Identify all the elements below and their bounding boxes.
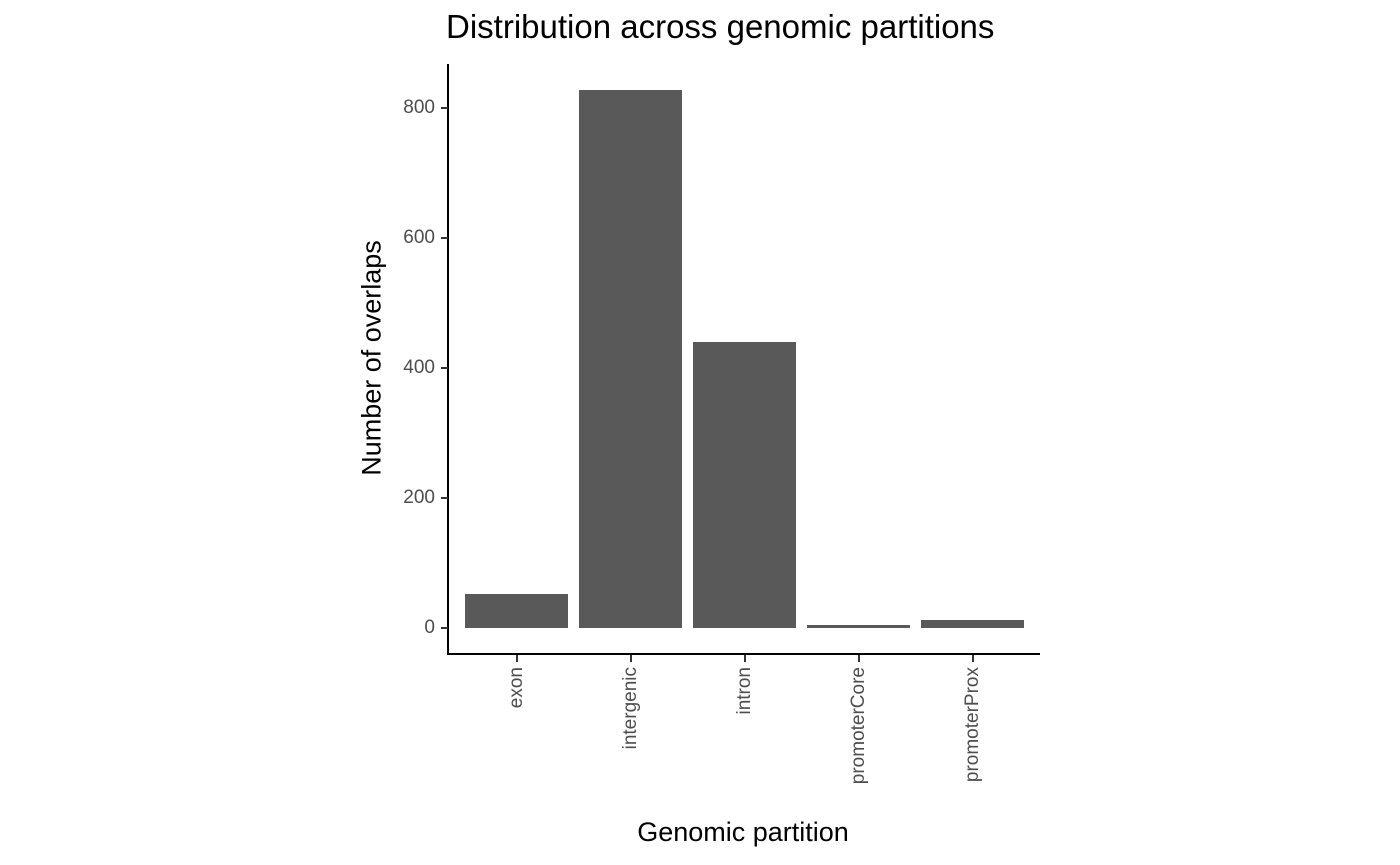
- y-tick-label: 400: [403, 357, 435, 378]
- bar-promoterCore: [807, 624, 910, 628]
- x-tick-label: intergenic: [619, 667, 641, 750]
- bar-intron: [693, 342, 796, 628]
- x-tick-label: exon: [505, 667, 527, 709]
- y-tick-label: 200: [403, 487, 435, 508]
- bar-exon: [465, 594, 568, 628]
- y-axis-line: [447, 64, 449, 655]
- x-tick-mark: [743, 655, 746, 662]
- bar-intergenic: [579, 89, 682, 628]
- bar-promoterProx: [921, 620, 1024, 628]
- x-axis-line: [447, 653, 1040, 655]
- y-tick-mark: [441, 367, 448, 369]
- y-tick-mark: [441, 107, 448, 109]
- x-tick-mark: [857, 655, 860, 662]
- y-tick-mark: [441, 497, 448, 499]
- x-axis-label: Genomic partition: [637, 817, 849, 847]
- y-tick-mark: [441, 237, 448, 239]
- x-tick-mark: [971, 655, 974, 662]
- y-tick-label: 800: [403, 97, 435, 118]
- x-tick-label: promoterProx: [961, 667, 983, 783]
- x-tick-label: promoterCore: [847, 667, 869, 785]
- x-tick-mark: [515, 655, 518, 662]
- y-tick-mark: [441, 627, 448, 629]
- x-tick-label: intron: [733, 667, 755, 715]
- y-tick-label: 0: [424, 617, 435, 638]
- y-axis-label: Number of overlaps: [356, 240, 387, 476]
- x-tick-mark: [629, 655, 632, 662]
- chart-title: Distribution across genomic partitions: [446, 8, 995, 45]
- y-tick-label: 600: [403, 227, 435, 248]
